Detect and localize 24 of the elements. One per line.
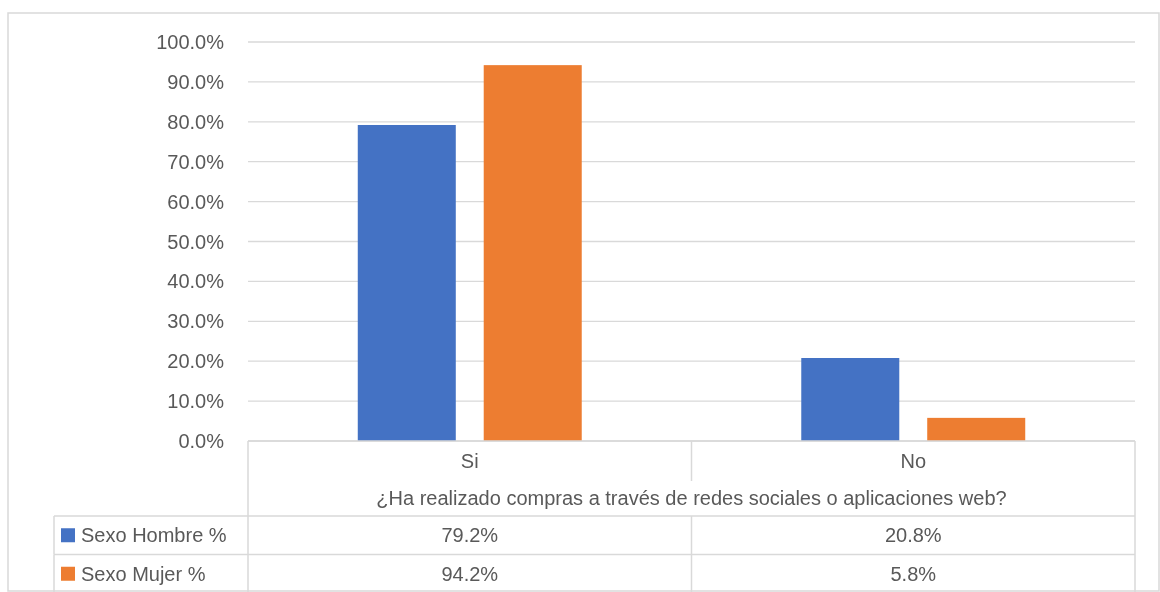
y-tick-label: 60.0% [167, 190, 225, 213]
y-tick-label: 70.0% [167, 150, 225, 173]
y-tick-label: 100.0% [156, 31, 225, 53]
y-tick-label: 10.0% [167, 390, 225, 413]
data-label: 79.2% [441, 524, 499, 547]
y-tick-label: 30.0% [167, 310, 225, 333]
y-tick-label: 40.0% [167, 270, 225, 293]
x-axis-title: ¿Ha realizado compras a través de redes sociales o aplicaciones web? [376, 487, 1007, 509]
legend-label: Sexo Hombre % [81, 524, 227, 547]
bar [357, 124, 456, 441]
data-label: 94.2% [441, 562, 499, 585]
y-tick-label: 90.0% [167, 70, 225, 93]
x-tick-label: Si [460, 450, 479, 472]
bar [927, 417, 1026, 441]
data-label: 20.8% [884, 524, 942, 547]
bar [483, 65, 582, 441]
y-tick-label: 50.0% [167, 230, 225, 253]
y-tick-label: 20.0% [167, 350, 225, 373]
x-tick-label: No [900, 450, 927, 472]
bar [801, 358, 900, 441]
legend-label: Sexo Mujer % [81, 562, 206, 585]
data-label: 5.8% [890, 562, 937, 585]
y-tick-label: 80.0% [167, 110, 225, 133]
y-tick-label: 0.0% [178, 430, 225, 452]
